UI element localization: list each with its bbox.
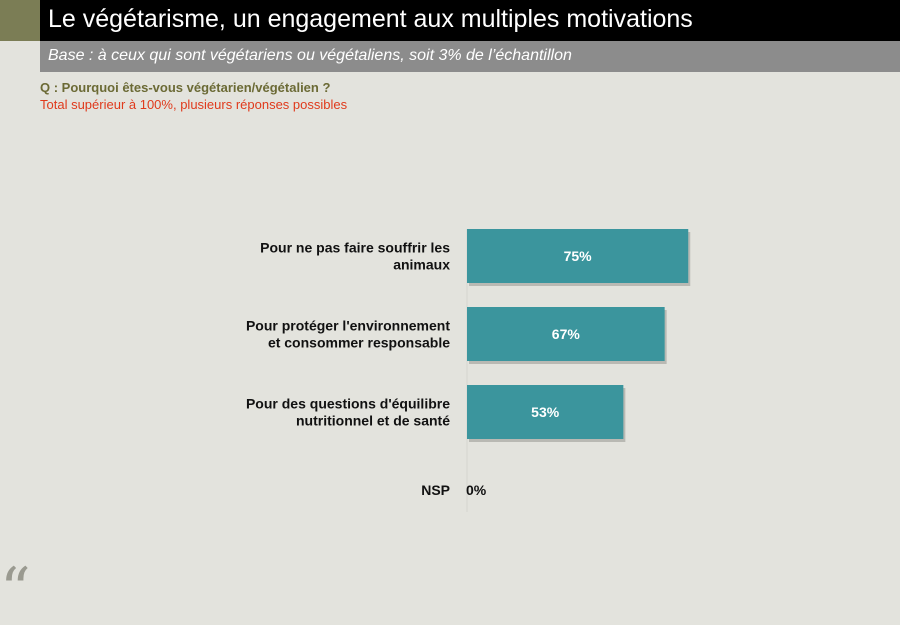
survey-question: Q : Pourquoi êtes-vous végétarien/végéta…: [40, 80, 331, 95]
bar-value-label: 67%: [552, 326, 581, 342]
bar: [467, 229, 689, 283]
bar: [467, 385, 624, 439]
survey-note: Total supérieur à 100%, plusieurs répons…: [40, 97, 348, 112]
bar-chart: 75% Pour ne pas faire souffrir les animaux…: [246, 229, 691, 512]
page-subtitle: Base : à ceux qui sont végétariens ou vé…: [48, 47, 572, 64]
quote-mark-decoration: “: [0, 555, 31, 625]
category-label: Pour ne pas faire souffrir les animaux: [260, 240, 450, 273]
category-label: Pour des questions d'équilibre nutritionn…: [246, 396, 450, 429]
category-label-line: nutritionnel et de santé: [296, 413, 450, 429]
category-label-line: animaux: [393, 257, 450, 273]
category-label-line: Pour ne pas faire souffrir les: [260, 240, 450, 256]
bar-value-label: 0%: [466, 482, 487, 498]
category-label: NSP: [421, 482, 450, 498]
bar-value-label: 53%: [531, 404, 560, 420]
category-label-line: et consommer responsable: [268, 335, 450, 351]
page-title: Le végétarisme, un engagement aux multip…: [48, 5, 693, 33]
header-accent: [0, 0, 40, 41]
category-label-line: Pour protéger l'environnement: [246, 318, 450, 334]
category-label-line: Pour des questions d'équilibre: [246, 396, 450, 412]
subtitle-bar: Base : à ceux qui sont végétariens ou vé…: [40, 41, 900, 72]
bar-value-label: 75%: [564, 248, 593, 264]
title-bar: Le végétarisme, un engagement aux multip…: [40, 0, 900, 41]
category-label: Pour protéger l'environnement et consomme…: [246, 318, 450, 351]
category-label-line: NSP: [421, 482, 450, 498]
bar: [467, 307, 665, 361]
